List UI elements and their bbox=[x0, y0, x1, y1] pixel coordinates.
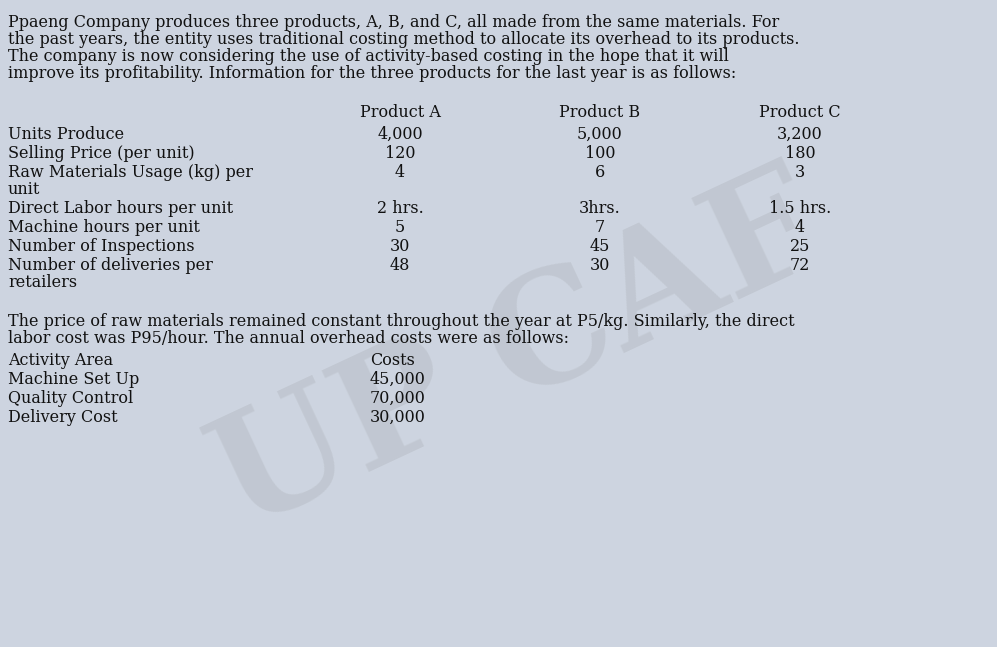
Text: Product A: Product A bbox=[360, 104, 441, 121]
Text: 4,000: 4,000 bbox=[377, 126, 423, 143]
Text: Raw Materials Usage (kg) per: Raw Materials Usage (kg) per bbox=[8, 164, 253, 181]
Text: Quality Control: Quality Control bbox=[8, 390, 134, 407]
Text: retailers: retailers bbox=[8, 274, 77, 291]
Text: 30: 30 bbox=[590, 257, 610, 274]
Text: 2 hrs.: 2 hrs. bbox=[377, 200, 424, 217]
Text: Ppaeng Company produces three products, A, B, and C, all made from the same mate: Ppaeng Company produces three products, … bbox=[8, 14, 780, 31]
Text: Direct Labor hours per unit: Direct Labor hours per unit bbox=[8, 200, 233, 217]
Text: The price of raw materials remained constant throughout the year at P5/kg. Simil: The price of raw materials remained cons… bbox=[8, 313, 795, 330]
Text: 3hrs.: 3hrs. bbox=[579, 200, 621, 217]
Text: Machine hours per unit: Machine hours per unit bbox=[8, 219, 199, 236]
Text: 72: 72 bbox=[790, 257, 811, 274]
Text: 1.5 hrs.: 1.5 hrs. bbox=[769, 200, 831, 217]
Text: 30: 30 bbox=[390, 238, 410, 255]
Text: Machine Set Up: Machine Set Up bbox=[8, 371, 140, 388]
Text: The company is now considering the use of activity-based costing in the hope tha: The company is now considering the use o… bbox=[8, 48, 729, 65]
Text: Number of Inspections: Number of Inspections bbox=[8, 238, 194, 255]
Text: unit: unit bbox=[8, 181, 40, 198]
Text: Product C: Product C bbox=[759, 104, 840, 121]
Text: 4: 4 bbox=[395, 164, 405, 181]
Text: Number of deliveries per: Number of deliveries per bbox=[8, 257, 213, 274]
Text: UP CAF: UP CAF bbox=[192, 151, 844, 561]
Text: labor cost was P95/hour. The annual overhead costs were as follows:: labor cost was P95/hour. The annual over… bbox=[8, 330, 569, 347]
Text: 5: 5 bbox=[395, 219, 405, 236]
Text: Product B: Product B bbox=[559, 104, 640, 121]
Text: 3,200: 3,200 bbox=[777, 126, 823, 143]
Text: 4: 4 bbox=[795, 219, 805, 236]
Text: 6: 6 bbox=[595, 164, 605, 181]
Text: 25: 25 bbox=[790, 238, 811, 255]
Text: 180: 180 bbox=[785, 145, 816, 162]
Text: Costs: Costs bbox=[370, 352, 415, 369]
Text: improve its profitability. Information for the three products for the last year : improve its profitability. Information f… bbox=[8, 65, 736, 82]
Text: 45: 45 bbox=[590, 238, 610, 255]
Text: Activity Area: Activity Area bbox=[8, 352, 113, 369]
Text: Selling Price (per unit): Selling Price (per unit) bbox=[8, 145, 194, 162]
Text: 7: 7 bbox=[595, 219, 605, 236]
Text: 48: 48 bbox=[390, 257, 410, 274]
Text: Delivery Cost: Delivery Cost bbox=[8, 409, 118, 426]
Text: 120: 120 bbox=[385, 145, 415, 162]
Text: Units Produce: Units Produce bbox=[8, 126, 124, 143]
Text: 70,000: 70,000 bbox=[370, 390, 426, 407]
Text: 3: 3 bbox=[795, 164, 806, 181]
Text: the past years, the entity uses traditional costing method to allocate its overh: the past years, the entity uses traditio… bbox=[8, 31, 800, 48]
Text: 30,000: 30,000 bbox=[370, 409, 426, 426]
Text: 5,000: 5,000 bbox=[577, 126, 623, 143]
Text: 45,000: 45,000 bbox=[370, 371, 426, 388]
Text: 100: 100 bbox=[585, 145, 615, 162]
